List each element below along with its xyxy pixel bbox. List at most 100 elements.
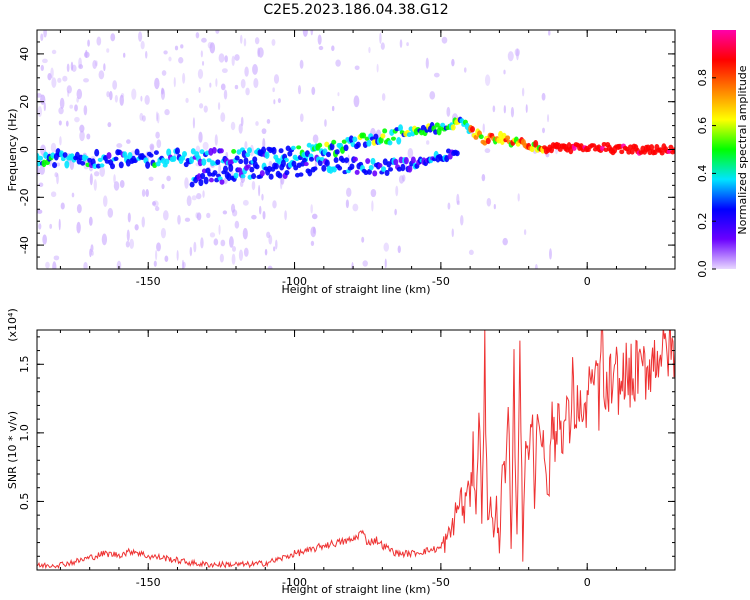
spectrogram-speckle <box>331 45 335 52</box>
spectrogram-ridge-point <box>240 174 246 179</box>
spectrogram-ridge-point <box>380 133 386 139</box>
spectrogram-speckle <box>406 42 409 47</box>
spectrogram-speckle <box>126 139 131 144</box>
spectrogram-speckle <box>131 88 137 100</box>
spectrogram-speckle <box>37 209 43 214</box>
spectrogram-speckle <box>381 93 386 101</box>
spectrogram-speckle <box>238 249 244 261</box>
spectrogram-speckle <box>240 116 244 127</box>
spectrogram-speckle <box>345 199 349 209</box>
spectrogram-ridge-point <box>189 181 195 188</box>
spectrogram-speckle <box>92 60 97 69</box>
spectrogram-ridge-point <box>197 158 203 167</box>
spectrogram-ridge-point <box>364 136 370 141</box>
spectrogram-speckle <box>74 104 78 112</box>
spectrogram-speckle <box>180 44 184 49</box>
spectrogram-speckle <box>78 64 84 70</box>
spectrogram-speckle <box>302 30 308 37</box>
spectrogram-ridge-point <box>233 172 239 179</box>
y-tick-label: 20 <box>18 95 31 109</box>
spectrogram-speckle <box>460 214 464 226</box>
spectrogram-speckle <box>368 46 371 54</box>
spectrogram-speckle <box>273 74 280 84</box>
spectrogram-speckle <box>193 241 197 253</box>
spectrogram-ridge-point <box>211 147 217 154</box>
spectrogram-speckle <box>74 116 80 123</box>
spectrogram-speckle <box>113 181 120 191</box>
spectrogram-speckle <box>203 105 208 113</box>
spectrogram-speckle <box>129 238 134 250</box>
spectrogram-ridge-point <box>110 163 116 170</box>
spectrogram-speckle <box>141 189 146 197</box>
spectrogram-speckle <box>548 30 551 36</box>
spectrogram-speckle <box>182 72 186 84</box>
spectrogram-speckle <box>346 187 352 198</box>
spectrogram-speckle <box>195 212 199 219</box>
spectrogram-speckle <box>429 91 436 100</box>
spectrogram-speckle <box>510 106 515 118</box>
spectrogram-speckle <box>284 210 287 221</box>
spectrogram-speckle <box>352 203 359 212</box>
spectrogram-speckle <box>195 32 200 39</box>
spectrogram-ridge-point <box>329 142 335 151</box>
spectrogram-speckle <box>394 208 397 216</box>
spectrogram-speckle <box>40 94 46 105</box>
spectrogram-speckle <box>202 190 205 198</box>
spectrogram-speckle <box>273 99 276 105</box>
spectrogram-speckle <box>514 48 520 57</box>
spectrogram-speckle <box>116 143 123 149</box>
spectrogram-speckle <box>91 250 94 256</box>
spectrogram-speckle <box>113 174 116 184</box>
spectrogram-speckle <box>39 165 45 175</box>
spectrogram-ridge-point <box>97 157 103 163</box>
spectrogram-ridge-point <box>478 134 484 140</box>
colorbar-label: Normalized spectral amplitude <box>736 65 749 234</box>
spectrogram-speckle <box>156 112 160 124</box>
spectrogram-ridge-point <box>164 158 170 165</box>
spectrogram-speckle <box>251 214 257 220</box>
spectrogram-speckle <box>160 227 167 239</box>
spectrogram-speckle <box>201 37 207 43</box>
spectrogram-speckle <box>251 180 256 191</box>
spectrogram-speckle <box>230 203 236 213</box>
spectrogram-ridge-point <box>246 147 252 154</box>
spectrogram-speckle <box>451 228 454 238</box>
spectrogram-ridge-point <box>273 162 279 170</box>
spectrogram-ridge-point <box>372 170 378 177</box>
spectrogram-speckle <box>58 218 61 231</box>
spectrogram-speckle <box>54 172 58 178</box>
colorbar-tick-label: 0.6 <box>696 117 709 135</box>
spectrogram-speckle <box>267 265 273 269</box>
spectrogram-speckle <box>277 98 281 104</box>
spectrogram-ridge-point <box>261 146 267 155</box>
spectrogram-speckle <box>189 246 193 257</box>
spectrogram-speckle <box>209 42 216 54</box>
spectrogram-speckle <box>380 42 385 50</box>
spectrogram-speckle <box>252 64 258 75</box>
spectrogram-speckle <box>83 105 88 116</box>
spectrogram-speckle <box>425 57 429 69</box>
spectrogram-speckle <box>370 188 377 198</box>
spectrogram-ridge-point <box>62 152 68 158</box>
x-tick-label: -150 <box>136 576 161 589</box>
spectrogram-ridge-point <box>218 148 224 154</box>
spectrogram-speckle <box>101 233 108 246</box>
spectrogram-speckle <box>50 142 57 153</box>
x-tick-label: -50 <box>432 275 450 288</box>
x-tick-label: -150 <box>136 275 161 288</box>
spectrogram-speckle <box>173 76 176 88</box>
x-tick-label: -100 <box>282 576 307 589</box>
spectrogram-ridge-point <box>485 137 491 145</box>
spectrogram-ridge-point <box>99 163 105 168</box>
spectrogram-speckle <box>238 123 243 134</box>
spectrogram-ridge-point <box>268 173 274 180</box>
spectrogram-speckle <box>51 49 57 55</box>
spectrogram-speckle <box>224 55 228 63</box>
spectrogram-ridge-point <box>234 155 240 161</box>
spectrogram-speckle <box>112 80 118 90</box>
y-tick-label: 40 <box>18 47 31 61</box>
snr-plot-area <box>37 330 675 570</box>
spectrogram-speckle <box>255 121 259 126</box>
spectrogram-ridge-point <box>92 163 98 169</box>
spectrogram-ridge-point <box>396 136 402 145</box>
